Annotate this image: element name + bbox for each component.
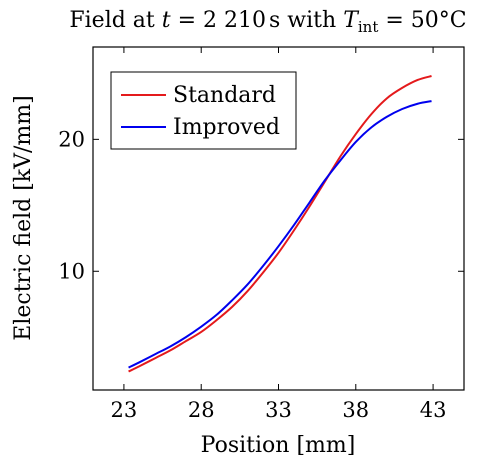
x-tick-label-23: 23 xyxy=(111,398,138,422)
chart-title: Field at t = 2 210 s with Tint = 50°C xyxy=(69,8,466,36)
x-tick-label-38: 38 xyxy=(342,398,369,422)
series-lines xyxy=(128,75,432,373)
legend-box xyxy=(110,71,297,150)
y-tick-label-20: 20 xyxy=(58,127,85,151)
legend-label-standard: Standard xyxy=(173,83,276,108)
y-tick-label-10: 10 xyxy=(58,259,85,283)
x-tick-label-33: 33 xyxy=(265,398,292,422)
legend-label-improved: Improved xyxy=(173,115,280,140)
series-line-improved xyxy=(128,100,432,369)
tick-labels: 23 28 33 38 43 10 20 xyxy=(58,127,446,422)
x-tick-label-28: 28 xyxy=(188,398,215,422)
y-axis-label: Electric field [kV/mm] xyxy=(11,95,36,340)
x-axis-label: Position [mm] xyxy=(201,433,356,458)
legend: Standard Improved xyxy=(110,71,297,150)
series-line-standard xyxy=(128,75,432,373)
x-tick-label-43: 43 xyxy=(420,398,447,422)
ticks xyxy=(93,47,464,390)
